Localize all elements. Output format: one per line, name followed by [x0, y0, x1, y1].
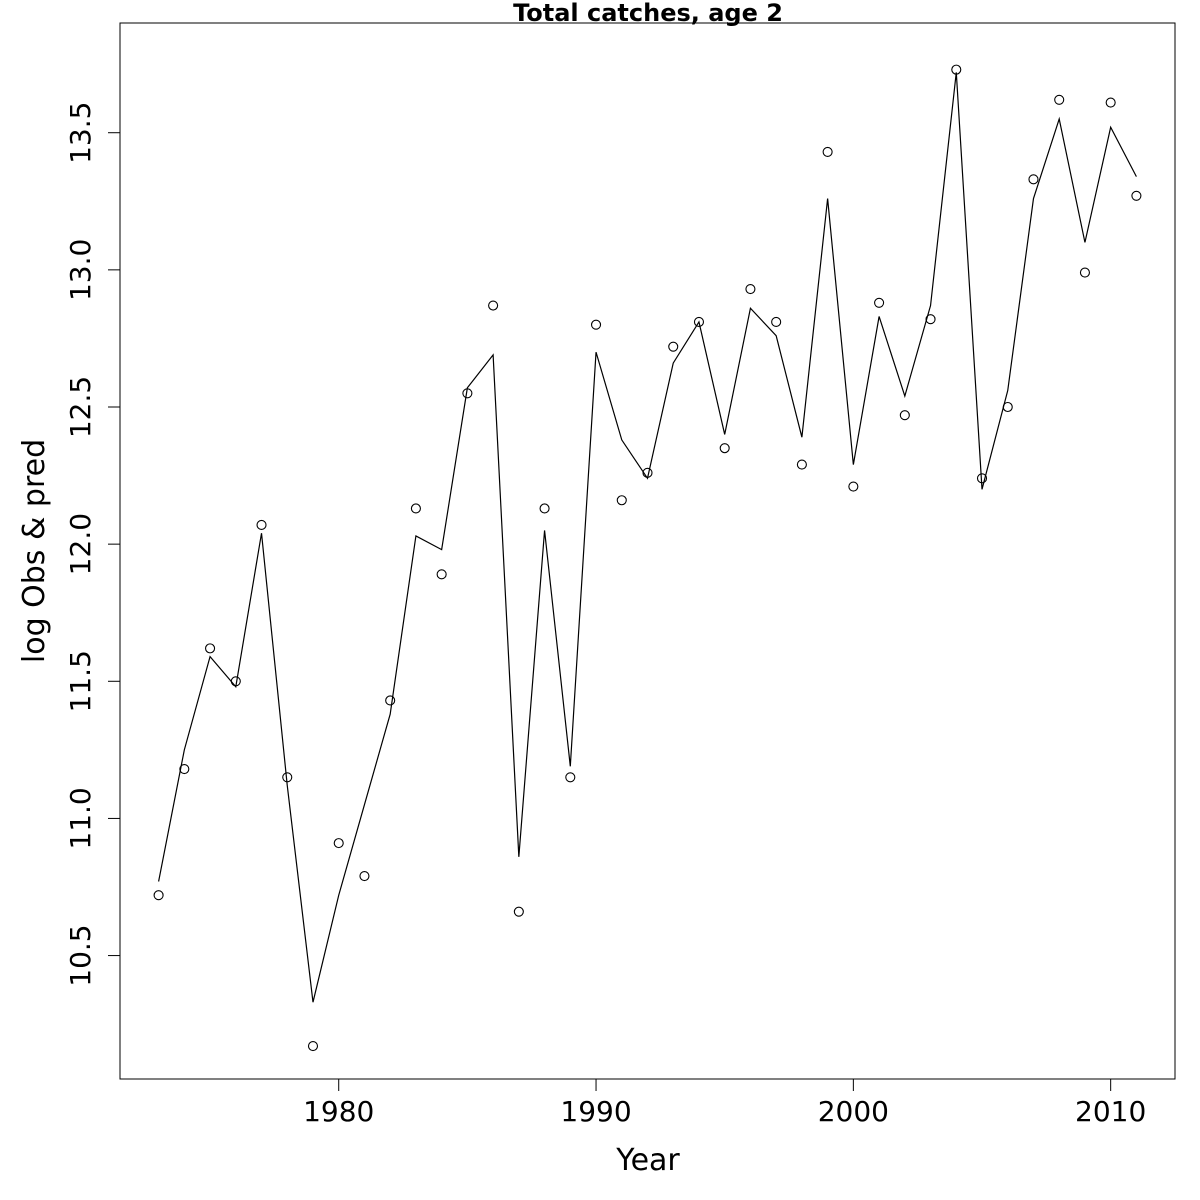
- observed-point: [205, 643, 216, 654]
- y-tick-label: 13.0: [64, 239, 97, 301]
- observed-point: [925, 314, 936, 325]
- observed-point: [359, 870, 370, 882]
- observed-point: [642, 467, 653, 478]
- predicted-line-series: [158, 72, 1137, 1003]
- y-tick-label: 11.0: [64, 787, 97, 849]
- observed-point: [307, 1041, 319, 1052]
- observed-point: [1105, 97, 1116, 108]
- observed-point: [179, 764, 190, 775]
- observed-point: [410, 503, 421, 514]
- predicted-line: [158, 72, 1137, 1003]
- y-tick-label: 12.5: [64, 376, 97, 438]
- observed-point: [256, 519, 267, 530]
- x-axis-label: Year: [615, 1143, 680, 1178]
- observed-point: [616, 495, 627, 506]
- y-axis: 10.5 11.0 11.5 12.0 12.5 13.0 13.5: [64, 102, 120, 987]
- observed-point: [693, 316, 705, 328]
- x-tick-label: 1990: [560, 1095, 631, 1128]
- observed-point: [719, 443, 730, 454]
- observed-point: [951, 64, 962, 75]
- observed-point: [539, 503, 550, 514]
- observed-point: [436, 569, 447, 580]
- observed-point: [565, 772, 576, 783]
- x-tick-label: 1980: [303, 1095, 374, 1128]
- y-tick-label: 12.0: [64, 513, 97, 575]
- observed-point: [513, 906, 524, 917]
- observed-point: [976, 473, 988, 484]
- x-tick-label: 2000: [818, 1095, 889, 1128]
- observed-point: [590, 319, 602, 330]
- plot-frame: [119, 22, 1176, 1080]
- observed-point: [1131, 190, 1142, 201]
- observed-point: [874, 297, 885, 308]
- observed-point: [230, 676, 241, 687]
- observed-point: [488, 300, 499, 311]
- y-tick-label: 10.5: [64, 924, 97, 986]
- y-axis-label: log Obs & pred: [17, 439, 52, 663]
- y-tick-label: 13.5: [64, 102, 97, 164]
- observed-point: [282, 772, 293, 783]
- observed-point: [1079, 267, 1090, 278]
- observed-point: [668, 341, 679, 352]
- x-tick-label: 2010: [1075, 1095, 1146, 1128]
- observed-points-series: [153, 64, 1142, 1052]
- observed-point: [333, 838, 344, 849]
- observed-point: [1054, 94, 1065, 105]
- observed-point: [745, 284, 756, 295]
- observed-point: [385, 695, 396, 706]
- observed-point: [848, 481, 859, 492]
- observed-point: [822, 146, 833, 157]
- observed-point: [462, 388, 473, 399]
- y-tick-label: 11.5: [64, 650, 97, 712]
- observed-point: [771, 316, 782, 328]
- observed-point: [1028, 174, 1039, 185]
- observed-point: [153, 890, 164, 901]
- observed-point: [899, 410, 910, 421]
- observed-point: [796, 459, 807, 470]
- observed-point: [1002, 401, 1013, 413]
- x-axis: 1980 1990 2000 2010: [303, 1079, 1146, 1128]
